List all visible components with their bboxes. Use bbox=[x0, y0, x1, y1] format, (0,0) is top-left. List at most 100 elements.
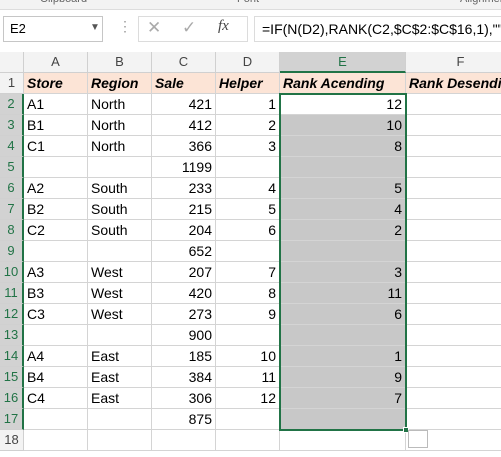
cell[interactable] bbox=[406, 178, 501, 199]
cell[interactable]: 306 bbox=[152, 388, 216, 409]
select-all[interactable] bbox=[0, 52, 24, 73]
row-header[interactable]: 4 bbox=[0, 136, 24, 157]
cell[interactable] bbox=[216, 157, 280, 178]
insert-function-button[interactable]: fx bbox=[218, 18, 229, 34]
cell[interactable]: South bbox=[88, 199, 152, 220]
row-header[interactable]: 5 bbox=[0, 157, 24, 178]
cell[interactable] bbox=[152, 430, 216, 451]
cell[interactable] bbox=[24, 325, 88, 346]
row-header[interactable]: 14 bbox=[0, 346, 24, 367]
cell[interactable]: 207 bbox=[152, 262, 216, 283]
header-cell[interactable]: Rank Desending bbox=[406, 73, 501, 94]
cell[interactable]: C1 bbox=[24, 136, 88, 157]
column-header[interactable]: D bbox=[216, 52, 280, 73]
cell[interactable] bbox=[406, 94, 501, 115]
cell[interactable]: B1 bbox=[24, 115, 88, 136]
cell[interactable]: 421 bbox=[152, 94, 216, 115]
cell[interactable]: 9 bbox=[216, 304, 280, 325]
cell[interactable] bbox=[88, 325, 152, 346]
cell[interactable]: North bbox=[88, 136, 152, 157]
cell[interactable] bbox=[24, 430, 88, 451]
row-header[interactable]: 9 bbox=[0, 241, 24, 262]
cell[interactable]: 273 bbox=[152, 304, 216, 325]
column-header[interactable]: F bbox=[406, 52, 501, 73]
cell[interactable] bbox=[216, 430, 280, 451]
column-header[interactable]: E bbox=[280, 52, 406, 73]
cell[interactable]: 10 bbox=[216, 346, 280, 367]
cell[interactable]: 233 bbox=[152, 178, 216, 199]
row-header[interactable]: 16 bbox=[0, 388, 24, 409]
header-cell[interactable]: Helper bbox=[216, 73, 280, 94]
row-header[interactable]: 2 bbox=[0, 94, 24, 115]
cell[interactable]: 2 bbox=[216, 115, 280, 136]
cell[interactable] bbox=[24, 409, 88, 430]
cell[interactable] bbox=[406, 409, 501, 430]
cell[interactable] bbox=[406, 241, 501, 262]
name-box-dropdown[interactable]: ▼ bbox=[90, 22, 100, 33]
cell[interactable]: West bbox=[88, 304, 152, 325]
cell[interactable]: A1 bbox=[24, 94, 88, 115]
cell[interactable]: B2 bbox=[24, 199, 88, 220]
row-header[interactable]: 12 bbox=[0, 304, 24, 325]
cell[interactable] bbox=[88, 409, 152, 430]
cell[interactable] bbox=[88, 157, 152, 178]
cell[interactable]: East bbox=[88, 367, 152, 388]
column-header[interactable]: A bbox=[24, 52, 88, 73]
cell[interactable]: 185 bbox=[152, 346, 216, 367]
cancel-button[interactable]: ✕ bbox=[147, 18, 162, 37]
cell[interactable]: 420 bbox=[152, 283, 216, 304]
cell[interactable] bbox=[406, 115, 501, 136]
column-header[interactable]: C bbox=[152, 52, 216, 73]
quick-analysis-button[interactable] bbox=[408, 430, 428, 448]
cell[interactable]: C2 bbox=[24, 220, 88, 241]
cell[interactable]: 875 bbox=[152, 409, 216, 430]
header-cell[interactable]: Region bbox=[88, 73, 152, 94]
cell[interactable] bbox=[406, 346, 501, 367]
cell[interactable]: 4 bbox=[216, 178, 280, 199]
row-header[interactable]: 15 bbox=[0, 367, 24, 388]
row-header[interactable]: 13 bbox=[0, 325, 24, 346]
cell[interactable]: North bbox=[88, 94, 152, 115]
row-header[interactable]: 11 bbox=[0, 283, 24, 304]
cell[interactable]: 204 bbox=[152, 220, 216, 241]
cell[interactable] bbox=[88, 241, 152, 262]
cell[interactable]: 10 bbox=[280, 115, 406, 136]
cell[interactable] bbox=[406, 199, 501, 220]
cell[interactable] bbox=[216, 241, 280, 262]
cell[interactable]: West bbox=[88, 262, 152, 283]
cell[interactable] bbox=[216, 325, 280, 346]
cell[interactable] bbox=[406, 262, 501, 283]
row-header[interactable]: 1 bbox=[0, 73, 24, 94]
cell[interactable] bbox=[406, 388, 501, 409]
enter-button[interactable]: ✓ bbox=[182, 18, 197, 37]
cell[interactable] bbox=[406, 136, 501, 157]
cell[interactable]: 900 bbox=[152, 325, 216, 346]
cell[interactable]: East bbox=[88, 388, 152, 409]
cell[interactable]: C4 bbox=[24, 388, 88, 409]
cell[interactable]: 412 bbox=[152, 115, 216, 136]
cell[interactable]: South bbox=[88, 178, 152, 199]
cell[interactable]: 366 bbox=[152, 136, 216, 157]
cell[interactable] bbox=[406, 430, 501, 451]
header-cell[interactable]: Store bbox=[24, 73, 88, 94]
row-header[interactable]: 8 bbox=[0, 220, 24, 241]
cell[interactable] bbox=[406, 304, 501, 325]
cell[interactable] bbox=[406, 157, 501, 178]
row-header[interactable]: 17 bbox=[0, 409, 24, 430]
cell[interactable] bbox=[406, 283, 501, 304]
cell[interactable] bbox=[24, 157, 88, 178]
header-cell[interactable]: Rank Acending bbox=[280, 73, 406, 94]
cell[interactable]: 652 bbox=[152, 241, 216, 262]
cell[interactable]: A3 bbox=[24, 262, 88, 283]
name-box[interactable]: E2 bbox=[3, 16, 103, 42]
cell[interactable]: 11 bbox=[280, 283, 406, 304]
row-header[interactable]: 7 bbox=[0, 199, 24, 220]
cell[interactable] bbox=[406, 367, 501, 388]
cell[interactable]: C3 bbox=[24, 304, 88, 325]
cell[interactable]: 6 bbox=[216, 220, 280, 241]
cell[interactable]: 8 bbox=[216, 283, 280, 304]
row-header[interactable]: 10 bbox=[0, 262, 24, 283]
cell[interactable]: 5 bbox=[216, 199, 280, 220]
cell[interactable]: 7 bbox=[216, 262, 280, 283]
row-header[interactable]: 6 bbox=[0, 178, 24, 199]
